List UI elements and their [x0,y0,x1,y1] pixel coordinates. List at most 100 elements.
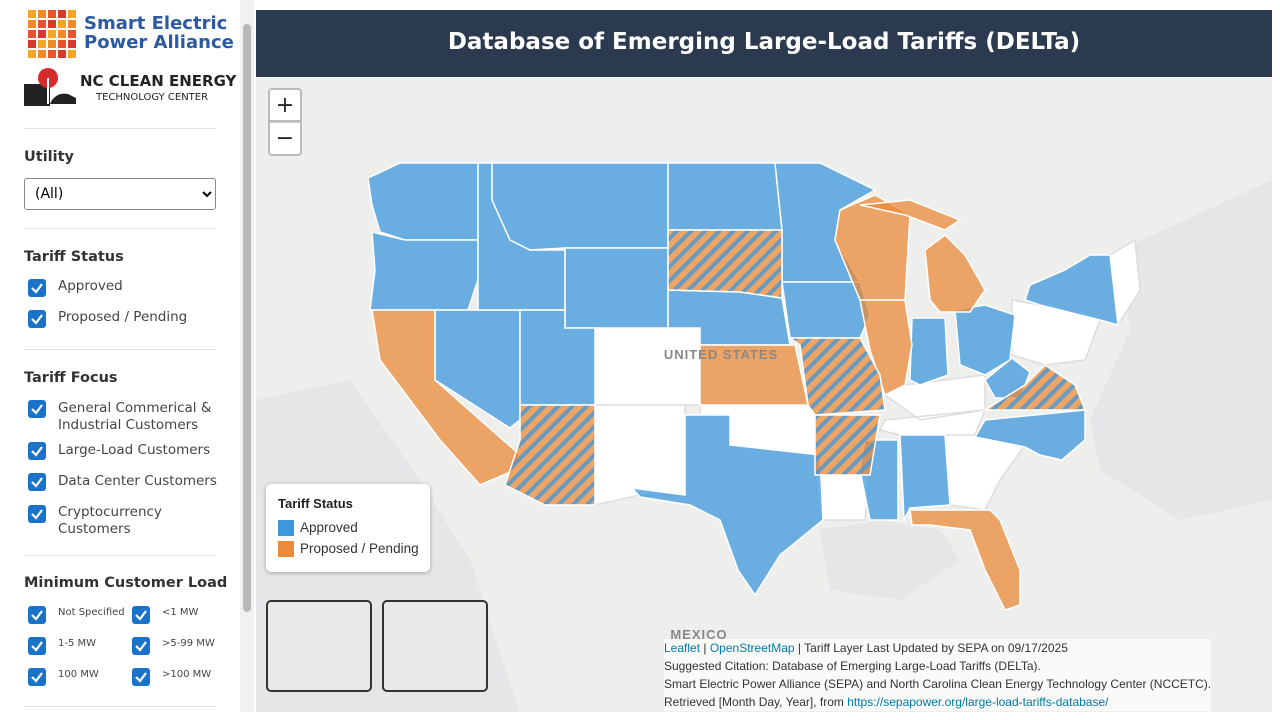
checkbox[interactable] [28,400,46,418]
state-shape[interactable] [491,162,669,251]
sidebar: Smart Electric Power Alliance NC CLEAN E… [0,0,240,720]
logo-square [68,40,76,48]
checkbox[interactable] [28,442,46,460]
logo-square [28,20,36,28]
checkmark [31,509,43,520]
logo-square [48,30,56,38]
checkbox-label: Large-Load Customers [58,442,211,458]
checkmark [135,610,147,621]
checkbox[interactable] [132,606,150,624]
checkbox[interactable] [28,637,46,655]
nc-logo-text: NC CLEAN ENERGY [80,72,237,90]
state-shape[interactable] [899,434,951,523]
checkbox[interactable] [132,668,150,686]
scrollbar-thumb[interactable] [243,24,251,612]
state-shape[interactable] [924,234,986,313]
link[interactable]: OpenStreetMap [709,641,795,655]
checkmark [31,314,43,325]
checkmark [31,404,43,415]
state-shape[interactable] [667,162,783,231]
logo-square [48,10,56,18]
link[interactable]: https://sepapower.org/large-load-tariffs… [847,695,1109,709]
checkmark [135,641,147,652]
divider [24,128,216,129]
state-shape[interactable] [564,247,669,329]
legend: Tariff Status Approved Proposed / Pending [266,484,430,572]
link[interactable]: Leaflet [664,641,701,655]
state-shape[interactable] [973,409,1086,461]
state-shape[interactable] [859,199,962,231]
state-shape[interactable] [814,414,881,476]
logo-line: Power Alliance [84,32,234,53]
logo-square [58,30,66,38]
divider [24,555,216,556]
zoom-in-button[interactable]: + [268,88,302,122]
checkbox-label: Proposed / Pending [58,309,188,325]
zoom-out-button[interactable]: − [268,122,302,156]
logo-square [38,50,46,58]
logo-square [58,40,66,48]
state-shape[interactable] [369,231,479,311]
logo-square [58,10,66,18]
utility-select[interactable]: (All) [24,178,216,210]
map[interactable]: UNITED STATES MEXICO [256,77,1272,712]
state-shape[interactable] [909,509,1021,611]
checkmark [31,446,43,457]
checkbox-label: >100 MW [162,669,212,680]
state-shape[interactable] [1024,254,1119,327]
checkbox-label: Cryptocurrency Customers [58,504,162,537]
logo-square [48,40,56,48]
logo-square [58,50,66,58]
nc-logo-icon [24,68,76,106]
state-shape[interactable] [504,404,596,506]
checkbox-label: Not Specified [58,607,125,618]
attribution-line: Smart Electric Power Alliance (SEPA) and… [664,677,1212,691]
attribution-line: Leaflet | OpenStreetMap | Tariff Layer L… [664,639,1211,657]
checkbox[interactable] [28,473,46,491]
logo-square [28,40,36,48]
header: Database of Emerging Large-Load Tariffs … [256,10,1272,77]
checkbox-label: 1-5 MW [58,638,97,649]
divider [24,228,216,229]
checkbox-label: Approved [58,278,123,294]
hawaii-inset[interactable] [266,600,372,692]
logo-square [38,40,46,48]
checkbox[interactable] [28,505,46,523]
logo-square [38,10,46,18]
checkbox[interactable] [28,606,46,624]
state-shape[interactable] [787,337,886,416]
state-shape[interactable] [859,299,913,397]
checkbox-label: 100 MW [58,669,99,680]
checkmark [31,283,43,294]
logo-square [28,50,36,58]
checkbox[interactable] [132,637,150,655]
state-shape[interactable] [630,414,824,597]
checkbox[interactable] [28,310,46,328]
country-label: MEXICO [670,627,727,642]
divider [24,706,216,707]
filter-heading: Tariff Status [24,249,124,265]
nc-logo-subtext: TECHNOLOGY CENTER [96,92,209,103]
checkmark [31,477,43,488]
state-shape[interactable] [371,309,521,486]
state-shape[interactable] [367,162,479,241]
checkbox-label: Data Center Customers [58,473,217,489]
checkbox[interactable] [28,668,46,686]
state-shape[interactable] [982,364,1087,411]
divider [24,349,216,350]
logo-square [38,20,46,28]
attribution-line: Suggested Citation: Database of Emerging… [664,659,1041,673]
checkmark [31,672,43,683]
state-shape[interactable] [667,229,783,299]
state-shape[interactable] [909,317,949,386]
state-shape[interactable] [820,520,960,600]
attribution-line: Retrieved [Month Day, Year], from https:… [664,693,1211,711]
sepa-logo-icon [28,10,76,58]
legend-label: Proposed / Pending [300,541,419,556]
filter-heading: Minimum Customer Load [24,575,228,591]
alaska-inset[interactable] [382,600,488,692]
attribution-text: Retrieved [Month Day, Year], from [664,695,844,709]
checkbox[interactable] [28,279,46,297]
checkmark [31,641,43,652]
